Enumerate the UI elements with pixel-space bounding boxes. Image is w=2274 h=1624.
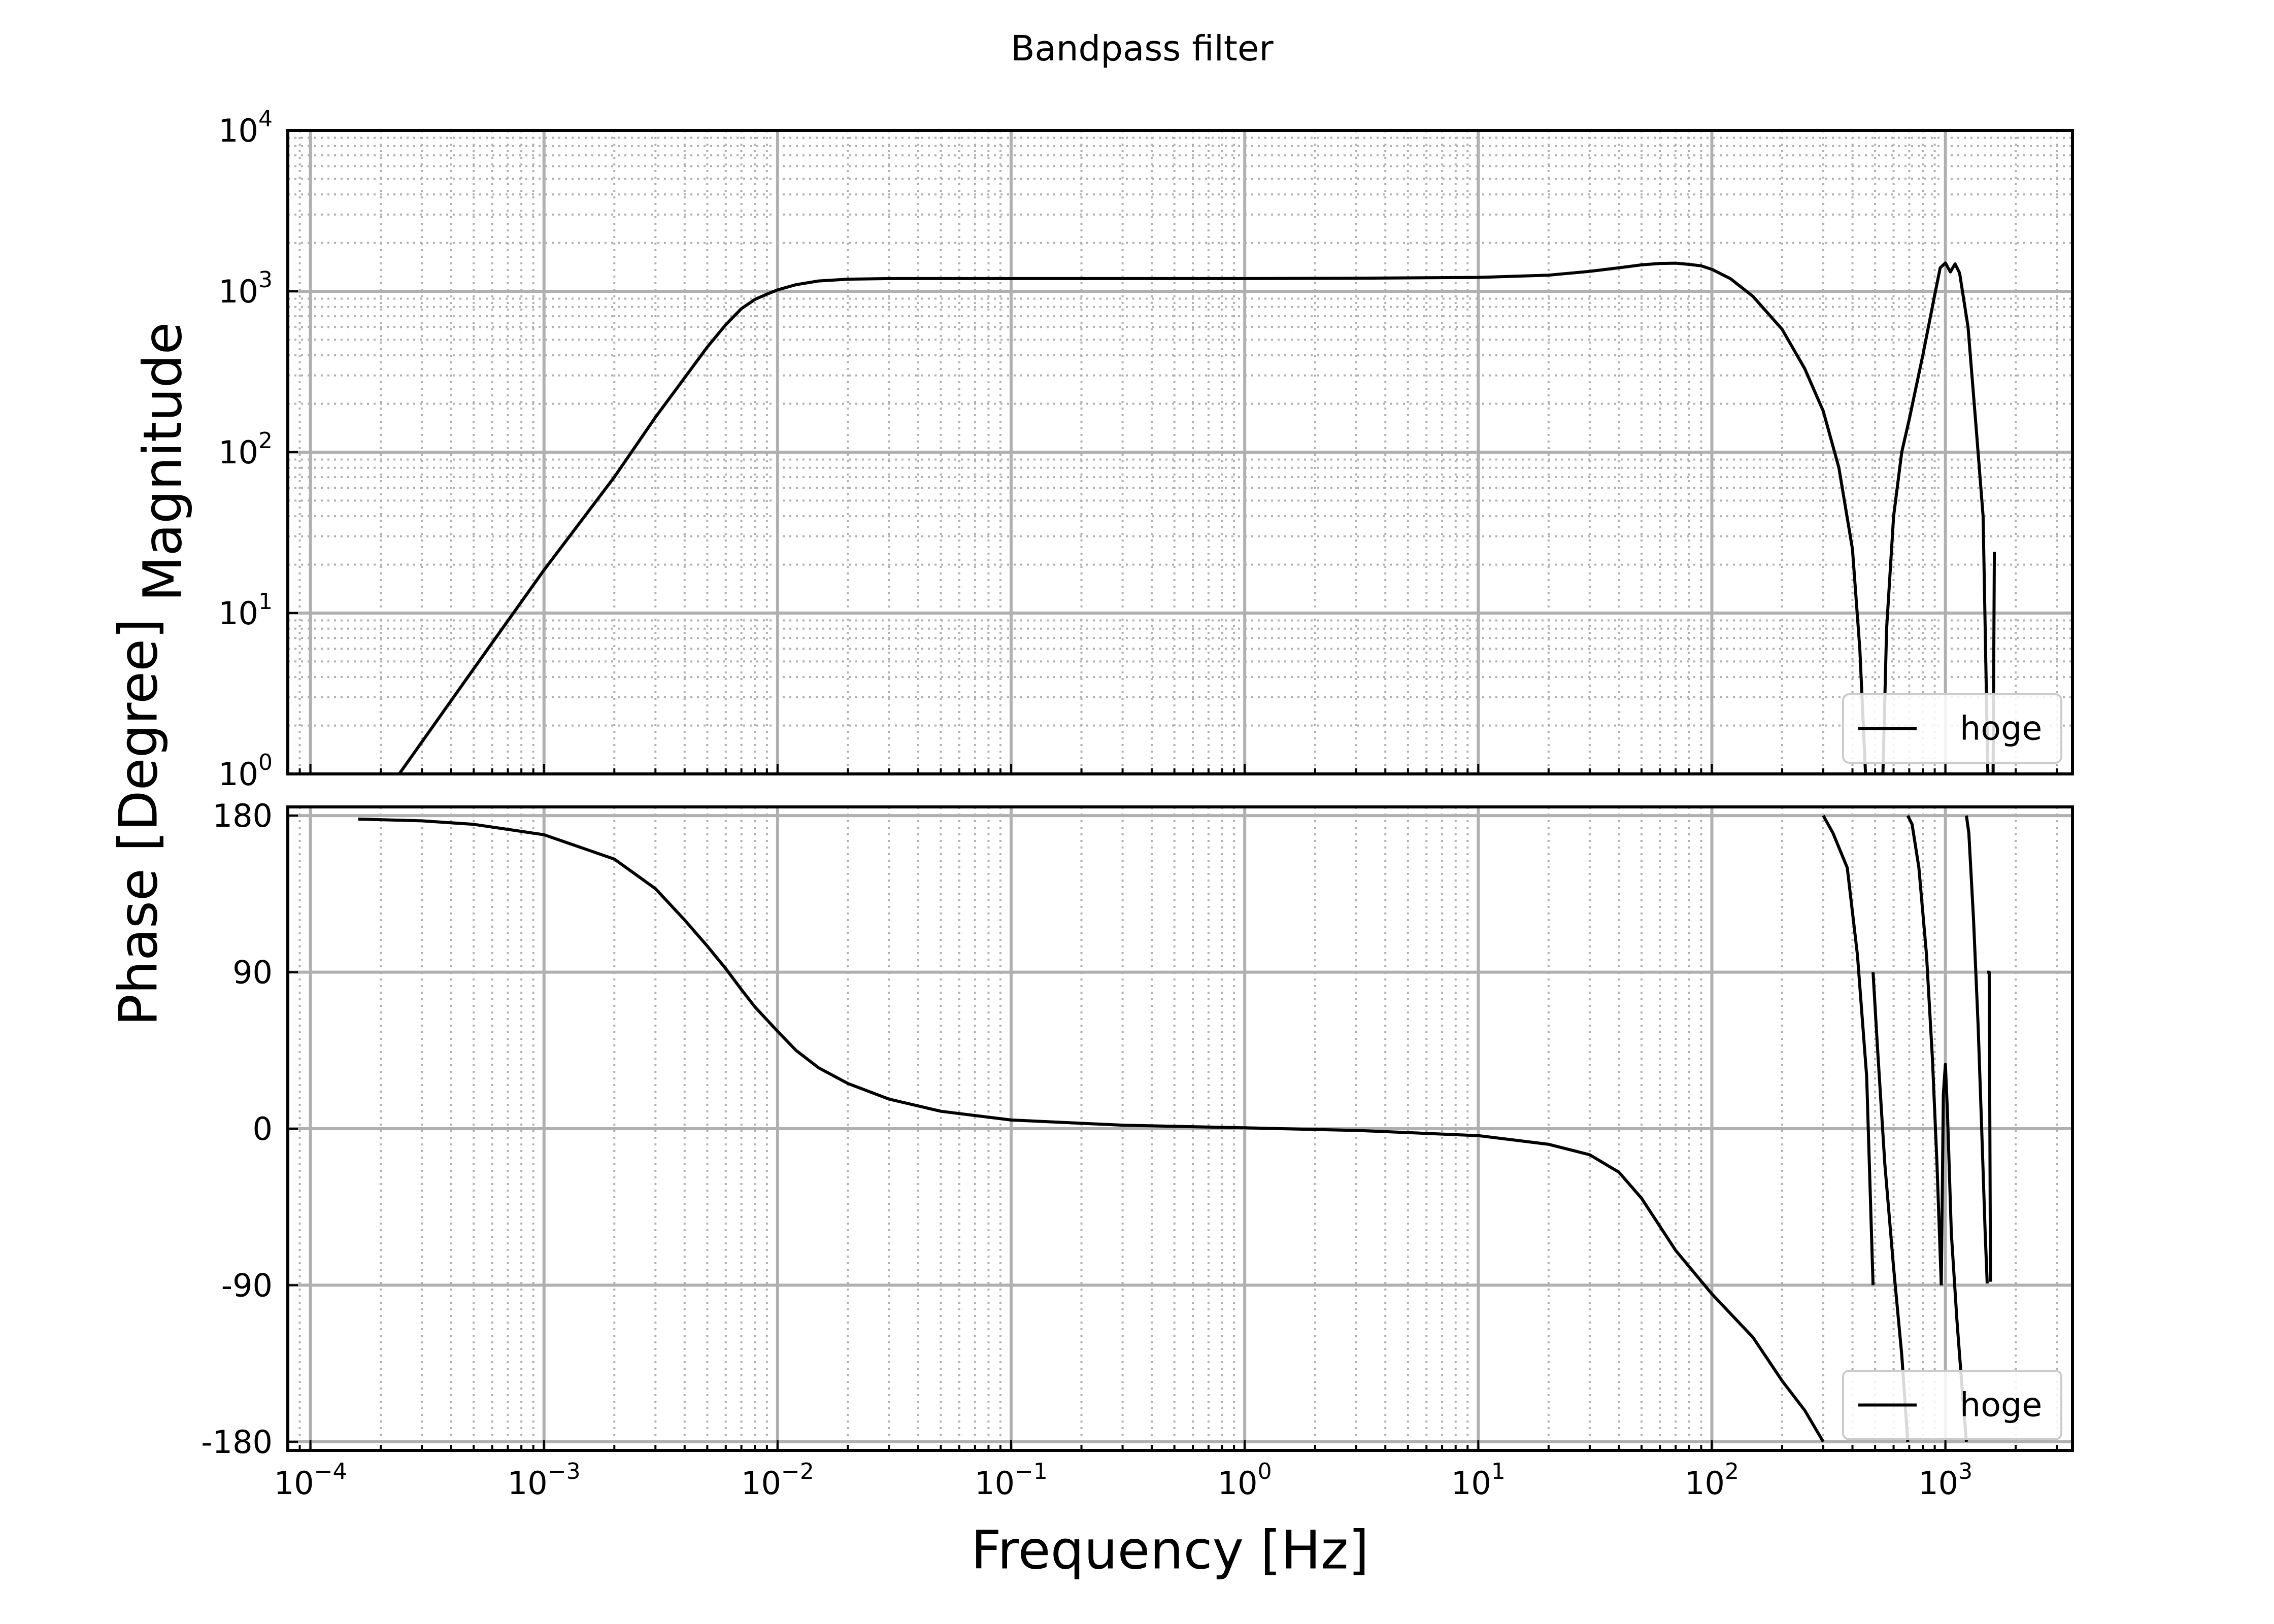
x-tick-labels: 10−4 10−3 10−2 10−1 100 101 102 103 — [274, 1459, 1972, 1502]
magnitude-axis-label: Magnitude — [131, 322, 193, 602]
magnitude-y-tick-label: 100 — [218, 750, 273, 793]
x-tick-label: 101 — [1451, 1459, 1506, 1502]
x-tick-label: 10−1 — [975, 1459, 1048, 1502]
phase-y-tick-label: -90 — [221, 1267, 273, 1304]
x-tick-label: 102 — [1685, 1459, 1739, 1502]
x-tick-label: 10−2 — [741, 1459, 814, 1502]
magnitude-grid — [287, 129, 2072, 775]
magnitude-legend: hoge — [1842, 693, 2062, 764]
x-axis-label: Frequency [Hz] — [971, 1519, 1369, 1581]
phase-grid — [287, 807, 2072, 1450]
phase-legend: hoge — [1842, 1370, 2062, 1440]
phase-y-tick-label: -180 — [201, 1424, 273, 1461]
phase-series-line — [1871, 972, 1910, 1442]
phase-y-tick-labels: 180 90 0 -90 -180 — [201, 797, 273, 1461]
phase-series — [358, 815, 1992, 1443]
x-tick-label: 103 — [1918, 1459, 1972, 1502]
magnitude-y-tick-label: 103 — [218, 267, 273, 310]
magnitude-legend-box — [1842, 693, 2062, 764]
phase-series-line — [1965, 815, 1989, 1284]
phase-legend-box — [1842, 1370, 2062, 1440]
chart-title: Bandpass filter — [1011, 28, 1274, 69]
phase-series-line — [1822, 815, 1875, 1285]
phase-series-line — [1987, 970, 1992, 1282]
phase-y-tick-label: 0 — [253, 1110, 273, 1147]
magnitude-series-line — [398, 261, 1867, 774]
phase-legend-label: hoge — [1960, 1386, 2042, 1425]
x-tick-label: 10−3 — [508, 1459, 581, 1502]
magnitude-legend-label: hoge — [1960, 710, 2042, 748]
magnitude-y-tick-label: 104 — [218, 106, 273, 149]
magnitude-y-tick-labels: 100 101 102 103 104 — [218, 106, 273, 793]
magnitude-frame — [286, 129, 2074, 775]
magnitude-series-line — [1881, 261, 1990, 774]
phase-series-line — [1906, 815, 1943, 1285]
phase-frame — [286, 805, 2074, 1452]
x-tick-label: 100 — [1218, 1459, 1272, 1502]
x-tick-label: 10−4 — [274, 1459, 347, 1502]
magnitude-y-tick-label: 101 — [218, 589, 273, 632]
phase-y-tick-label: 180 — [213, 797, 273, 834]
phase-y-tick-label: 90 — [232, 954, 273, 991]
magnitude-y-tick-label: 102 — [218, 428, 273, 471]
magnitude-panel: 100 101 102 103 104 hoge — [218, 106, 2074, 793]
phase-series-line — [358, 818, 1825, 1443]
phase-axis-label: Phase [Degree] — [107, 618, 169, 1026]
